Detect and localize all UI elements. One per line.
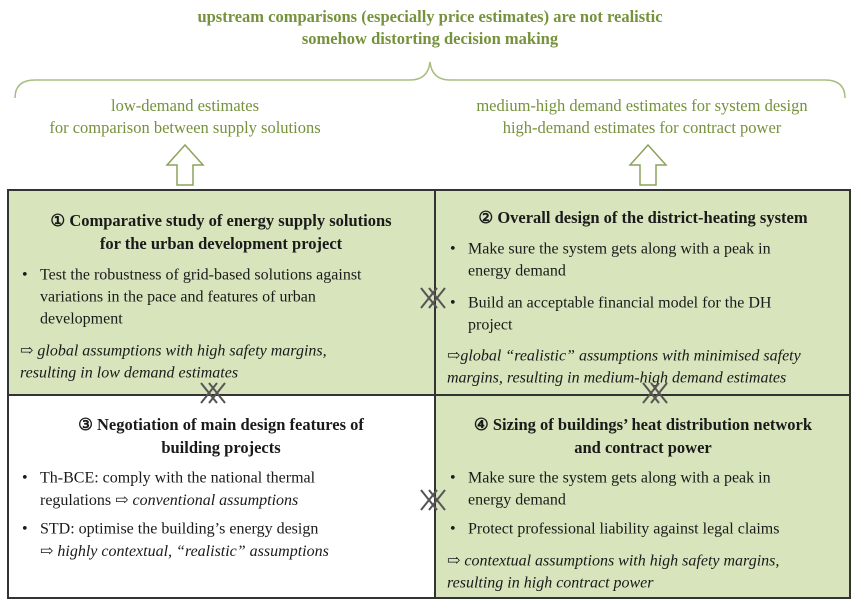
quadrant-title: for the urban development project [100,234,343,253]
cross-stroke [420,287,438,309]
cross-stroke [642,382,660,404]
right-label-line: high-demand estimates for contract power [503,118,782,137]
bullet-text: energy demand [468,492,566,509]
quadrant-title: building projects [161,438,281,457]
cross-stroke [428,489,446,511]
bullet-dot: • [22,267,28,284]
conclusion: ⇨ contextual assumptions with high safet… [447,553,779,570]
bullet-dot: • [450,470,456,487]
left-label-line: for comparison between supply solutions [49,118,320,137]
bullet-dot: • [450,521,456,538]
cross-stroke [428,287,446,309]
bullet-text: variations in the pace and features of u… [40,289,316,306]
cross-stroke [200,382,218,404]
bullet-text: Protect professional liability against l… [468,521,779,538]
conclusion: margins, resulting in medium-high demand… [447,370,786,387]
quadrant-2-bg [435,190,851,395]
bullet-text: STD: optimise the building’s energy desi… [40,521,318,538]
quadrant-title: ④ Sizing of buildings’ heat distribution… [474,415,813,434]
quadrant-title: and contract power [574,438,711,457]
quadrant-title: ② Overall design of the district-heating… [478,208,807,227]
brace [14,61,846,99]
cross-mark [642,382,668,404]
quadrant-4-bg [435,395,851,599]
bullet-text: project [468,317,513,334]
grid-lines [7,189,851,599]
quadrant-title: ③ Negotiation of main design features of [78,415,364,434]
bullet-segment: regulations ⇨ [40,492,133,509]
quadrant-1-bg [8,190,435,395]
bullet-text: Test the robustness of grid-based soluti… [40,267,362,284]
cross-stroke [650,382,668,404]
quadrant-3-bg [8,395,435,599]
up-arrow [165,143,205,186]
bullet-dot: • [22,521,28,538]
header-line: upstream comparisons (especially price e… [197,7,662,26]
conclusion: ⇨global “realistic” assumptions with min… [447,348,802,365]
cross-mark [420,489,446,511]
bullet-dot: • [450,295,456,312]
bullet-text: Th-BCE: comply with the national thermal [40,470,316,487]
bullet-segment: conventional assumptions [133,492,299,509]
bullet-text: Make sure the system gets along with a p… [468,241,771,258]
conclusion: resulting in low demand estimates [20,365,238,382]
cross-mark [200,382,226,404]
bullet-text: Make sure the system gets along with a p… [468,470,771,487]
right-label-line: medium-high demand estimates for system … [476,96,807,115]
bullet-text: ⇨ highly contextual, “realistic” assumpt… [40,543,329,560]
left-label-line: low-demand estimates [111,96,259,115]
bullet-segment: highly contextual, “realistic” assumptio… [57,543,328,560]
cross-stroke [208,382,226,404]
bullet-segment: ⇨ [40,543,57,560]
conclusion: ⇨ global assumptions with high safety ma… [20,343,327,360]
bullet-text: development [40,311,123,328]
quadrant-title: ① Comparative study of energy supply sol… [50,211,392,230]
bullet-text: energy demand [468,263,566,280]
bullet-dot: • [450,241,456,258]
cross-mark [420,287,446,309]
header-line: somehow distorting decision making [302,29,559,48]
conclusion: resulting in high contract power [447,575,654,592]
cross-stroke [420,489,438,511]
bullet-text: Build an acceptable financial model for … [468,295,772,312]
bullet-dot: • [22,470,28,487]
bullet-text: regulations ⇨ conventional assumptions [40,492,298,509]
up-arrow [628,143,668,186]
